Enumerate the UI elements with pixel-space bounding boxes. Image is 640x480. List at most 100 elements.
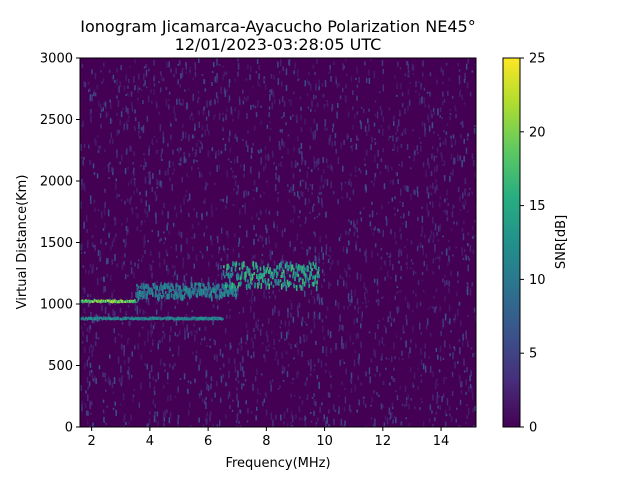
heatmap-cell (294, 344, 296, 348)
heatmap-cell (449, 175, 451, 182)
x-tick-label: 8 (262, 434, 270, 449)
heatmap-cell (312, 273, 314, 277)
heatmap-cell (255, 233, 257, 237)
heatmap-cell (176, 299, 179, 304)
heatmap-cell (267, 278, 270, 286)
heatmap-cell (84, 318, 87, 321)
heatmap-cell (211, 82, 213, 86)
heatmap-cell (238, 237, 241, 244)
heatmap-cell (297, 79, 299, 82)
heatmap-cell (448, 280, 450, 287)
heatmap-cell (96, 318, 98, 321)
heatmap-cell (203, 232, 205, 237)
heatmap-cell (113, 311, 116, 318)
heatmap-cell (384, 415, 387, 420)
heatmap-cell (382, 317, 384, 320)
heatmap-cell (421, 226, 424, 233)
heatmap-cell (412, 270, 415, 276)
heatmap-cell (444, 175, 446, 182)
heatmap-cell (317, 167, 320, 171)
heatmap-cell (228, 391, 231, 397)
heatmap-cell (253, 280, 255, 286)
heatmap-cell (301, 160, 303, 165)
heatmap-cell (314, 279, 316, 285)
heatmap-cell (391, 197, 394, 202)
heatmap-cell (249, 285, 251, 290)
heatmap-cell (414, 150, 416, 156)
heatmap-cell (144, 240, 146, 245)
heatmap-cell (193, 159, 195, 164)
heatmap-cell (374, 350, 377, 358)
heatmap-cell (194, 317, 196, 319)
heatmap-cell (234, 175, 236, 180)
heatmap-cell (447, 321, 449, 324)
heatmap-cell (263, 78, 266, 82)
heatmap-cell (158, 292, 160, 298)
heatmap-cell (156, 281, 159, 283)
heatmap-cell (213, 62, 215, 68)
heatmap-cell (338, 83, 340, 87)
heatmap-cell (442, 100, 444, 106)
heatmap-cell (313, 203, 315, 206)
heatmap-cell (188, 254, 190, 260)
heatmap-cell (374, 114, 377, 116)
heatmap-cell (150, 89, 152, 94)
heatmap-cell (305, 274, 308, 278)
heatmap-cell (89, 325, 91, 330)
heatmap-cell (165, 283, 167, 288)
heatmap-cell (281, 81, 283, 87)
heatmap-cell (381, 337, 383, 344)
heatmap-cell (271, 102, 273, 110)
heatmap-cell (205, 116, 208, 121)
heatmap-cell (318, 274, 320, 279)
heatmap-cell (194, 379, 196, 383)
heatmap-cell (390, 229, 392, 235)
heatmap-cell (377, 298, 380, 306)
heatmap-cell (398, 119, 400, 127)
heatmap-cell (111, 166, 113, 172)
heatmap-cell (326, 100, 328, 102)
heatmap-cell (249, 74, 251, 81)
heatmap-cell (153, 386, 156, 394)
heatmap-cell (314, 71, 316, 75)
heatmap-cell (373, 278, 376, 283)
heatmap-cell (205, 396, 207, 400)
heatmap-cell (132, 162, 134, 165)
heatmap-cell (168, 99, 170, 101)
heatmap-cell (347, 306, 349, 310)
heatmap-cell (188, 153, 190, 157)
heatmap-cell (140, 258, 143, 263)
heatmap-cells (80, 58, 476, 427)
heatmap-cell (284, 283, 287, 289)
heatmap-cell (128, 421, 130, 425)
heatmap-cell (393, 143, 395, 151)
heatmap-cell (472, 235, 474, 239)
heatmap-cell (453, 346, 456, 351)
heatmap-cell (111, 119, 113, 122)
heatmap-cell (298, 78, 300, 81)
heatmap-cell (347, 263, 350, 270)
heatmap-cell (314, 130, 317, 135)
heatmap-cell (391, 356, 393, 363)
heatmap-cell (307, 187, 309, 192)
heatmap-cell (315, 340, 317, 345)
heatmap-cell (113, 216, 116, 221)
heatmap-cell (440, 356, 442, 362)
heatmap-cell (388, 407, 391, 415)
heatmap-cell (104, 101, 107, 107)
heatmap-cell (192, 246, 194, 252)
heatmap-cell (473, 425, 475, 427)
heatmap-cell (380, 256, 383, 260)
heatmap-cell (429, 91, 431, 97)
heatmap-cell (422, 60, 424, 67)
heatmap-cell (98, 318, 101, 321)
heatmap-cell (334, 409, 337, 412)
heatmap-cell (427, 307, 430, 310)
heatmap-cell (103, 62, 105, 67)
heatmap-cell (86, 359, 89, 367)
heatmap-cell (331, 103, 334, 110)
heatmap-cell (237, 188, 239, 195)
heatmap-cell (97, 249, 100, 256)
heatmap-cell (393, 318, 395, 323)
heatmap-cell (399, 67, 402, 70)
